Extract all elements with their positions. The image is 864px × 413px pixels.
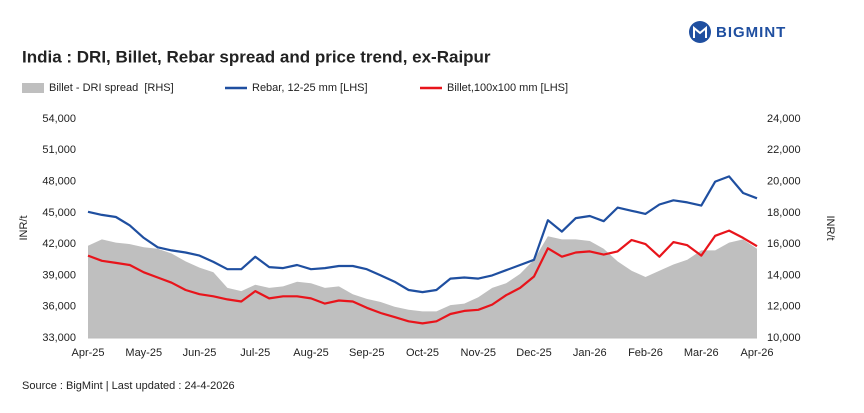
y2-tick-label: 22,000 <box>767 144 801 156</box>
y-tick-label: 33,000 <box>42 332 76 344</box>
logo-text: BIGMINT <box>716 24 786 41</box>
y-tick-label: 45,000 <box>42 207 76 219</box>
y-tick-label: 42,000 <box>42 238 76 250</box>
y-axis-label: INR/t <box>18 215 30 240</box>
spread-area <box>88 236 757 338</box>
y2-tick-label: 12,000 <box>767 301 801 313</box>
x-tick-label: Dec-25 <box>516 347 551 359</box>
logo-glyph <box>693 25 707 38</box>
y2-tick-label: 16,000 <box>767 238 801 250</box>
y2-tick-label: 10,000 <box>767 332 801 344</box>
x-tick-label: Jan-26 <box>573 347 607 359</box>
y-tick-label: 48,000 <box>42 175 76 187</box>
x-tick-label: Apr-25 <box>71 347 104 359</box>
y2-tick-label: 20,000 <box>767 175 801 187</box>
x-tick-label: May-25 <box>125 347 162 359</box>
y-tick-label: 54,000 <box>42 113 76 125</box>
y2-tick-label: 18,000 <box>767 207 801 219</box>
x-tick-label: Mar-26 <box>684 347 719 359</box>
y-tick-label: 39,000 <box>42 269 76 281</box>
x-tick-label: Apr-26 <box>740 347 773 359</box>
x-tick-label: Feb-26 <box>628 347 663 359</box>
price-line <box>87 175 758 294</box>
price-line <box>87 229 758 325</box>
y2-tick-label: 14,000 <box>767 269 801 281</box>
legend-swatch <box>22 83 44 93</box>
x-tick-label: Jul-25 <box>240 347 270 359</box>
plot-area <box>87 175 758 338</box>
x-tick-label: Jun-25 <box>183 347 217 359</box>
chart-title: India : DRI, Billet, Rebar spread and pr… <box>22 47 491 66</box>
legend-label: Billet,100x100 mm [LHS] <box>447 82 568 94</box>
x-tick-label: Aug-25 <box>293 347 328 359</box>
y-tick-label: 51,000 <box>42 144 76 156</box>
y2-tick-label: 24,000 <box>767 113 801 125</box>
x-tick-label: Nov-25 <box>461 347 496 359</box>
y-tick-label: 36,000 <box>42 301 76 313</box>
legend-label: Rebar, 12-25 mm [LHS] <box>252 82 368 94</box>
x-tick-label: Sep-25 <box>349 347 384 359</box>
legend-label: Billet - DRI spread [RHS] <box>49 82 174 94</box>
x-tick-label: Oct-25 <box>406 347 439 359</box>
logo: BIGMINT <box>689 21 786 43</box>
y2-axis-label: INR/t <box>824 215 836 240</box>
source-note: Source : BigMint | Last updated : 24-4-2… <box>22 380 235 392</box>
